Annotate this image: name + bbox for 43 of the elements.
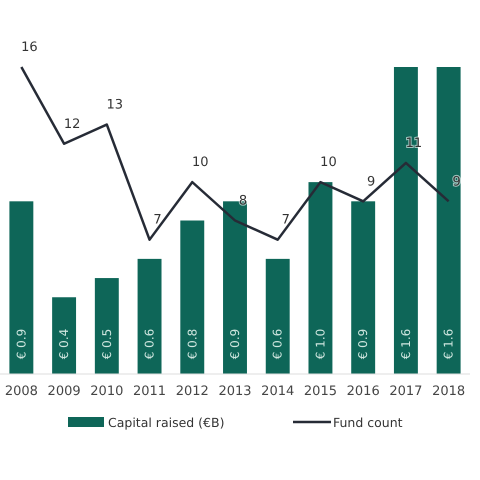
data-label: 10	[192, 155, 209, 170]
x-tick-label: 2018	[432, 384, 466, 400]
x-tick-label: 2010	[90, 384, 124, 400]
data-label: 7	[282, 212, 290, 228]
data-label: € 1.6	[442, 328, 456, 360]
data-label: € 1.6	[398, 328, 413, 360]
data-label: € 0.5	[100, 328, 114, 360]
data-label: 7	[153, 212, 162, 228]
x-tick-label: 2017	[389, 384, 422, 400]
data-label: € 0.4	[57, 328, 72, 360]
data-label: 9	[452, 174, 461, 190]
x-tick-label: 2012	[176, 384, 209, 400]
data-label: € 0.8	[185, 328, 200, 360]
data-label: 10	[320, 155, 337, 170]
data-label: 12	[64, 116, 80, 132]
data-label: € 0.6	[142, 328, 157, 360]
x-tick-label: 2014	[261, 384, 294, 400]
data-label: € 0.6	[270, 328, 285, 360]
x-tick-label: 2009	[48, 384, 81, 400]
x-tick-label: 2015	[304, 384, 337, 400]
bar	[351, 201, 376, 374]
data-label: 8	[238, 194, 248, 208]
data-label: € 0.9	[356, 328, 370, 360]
bar	[436, 67, 461, 374]
bar	[138, 258, 162, 374]
bar	[94, 278, 119, 374]
x-tick-label: 2011	[133, 384, 166, 400]
bar	[9, 201, 34, 374]
data-label: € 0.9	[14, 328, 28, 360]
data-label: 13	[106, 98, 124, 113]
data-label: € 0.9	[228, 328, 242, 360]
bar	[266, 258, 290, 374]
x-tick-label: 2013	[218, 384, 252, 400]
data-label: 16	[21, 40, 38, 55]
bar	[52, 297, 76, 374]
legend-label: Capital raised (€B)	[108, 415, 224, 430]
bar	[180, 220, 204, 374]
data-label: 9	[367, 174, 376, 190]
x-tick-label: 2008	[4, 384, 38, 400]
x-tick-label: 2016	[346, 384, 380, 400]
legend-label: Fund count	[333, 415, 403, 430]
bar	[308, 182, 332, 374]
data-label: € 1.0	[313, 328, 328, 360]
